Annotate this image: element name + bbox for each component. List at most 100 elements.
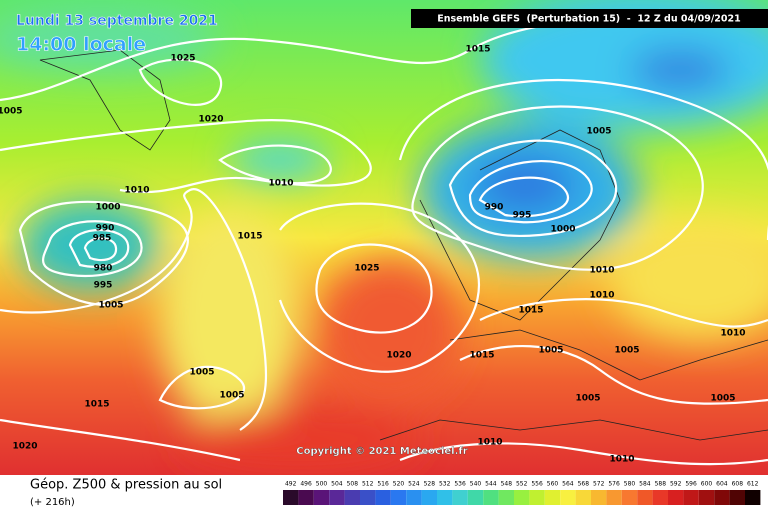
- scale-label: 496: [300, 481, 312, 488]
- isobar-label: 1005: [219, 391, 244, 401]
- isobar-label: 1020: [12, 442, 37, 452]
- scale-swatch: [529, 490, 545, 505]
- scale-label: 556: [531, 481, 543, 488]
- scale-swatch: [544, 490, 561, 505]
- scale-swatch: [514, 490, 530, 505]
- scale-label: 528: [424, 481, 436, 488]
- isobar-label: 1020: [198, 115, 223, 125]
- scale-swatch: [652, 490, 668, 505]
- scale-swatch: [729, 490, 745, 505]
- scale-swatch: [298, 490, 314, 505]
- scale-label: 608: [732, 481, 744, 488]
- scale-label: 544: [485, 481, 497, 488]
- scale-label: 604: [716, 481, 728, 488]
- isobar-label: 1005: [614, 346, 639, 356]
- isobar-label: 1015: [84, 400, 109, 410]
- scale-label: 560: [547, 481, 559, 488]
- scale-swatch: [329, 490, 345, 505]
- isobar-label: 1010: [589, 266, 614, 276]
- isobar-label: 1005: [98, 301, 123, 311]
- footer-title: Géop. Z500 & pression au sol: [30, 478, 222, 493]
- scale-label: 492: [285, 481, 297, 488]
- scale-label: 512: [362, 481, 374, 488]
- local-time: 14:00 locale: [16, 34, 146, 56]
- isobar-label: 990: [96, 224, 115, 234]
- isobar-label: 1010: [124, 186, 149, 196]
- scale-swatch: [591, 490, 607, 505]
- isobar-label: 1015: [469, 351, 494, 361]
- scale-label: 548: [501, 481, 513, 488]
- field: [0, 0, 768, 475]
- isobar-label: 1005: [538, 346, 563, 356]
- isobar-label: 1005: [575, 394, 600, 404]
- isobar-label: 1025: [170, 54, 195, 64]
- isobar-label: 1015: [518, 306, 543, 316]
- isobar-labels: 1015 1025 1005 1020 1005 1010 1010 1000 990 995 99…: [0, 45, 746, 465]
- isobar-label: 1005: [189, 368, 214, 378]
- isobar-label: 1000: [95, 203, 120, 213]
- scale-swatch: [637, 490, 653, 505]
- scale-label: 524: [408, 481, 420, 488]
- scale-label: 588: [655, 481, 667, 488]
- scale-swatch: [421, 490, 437, 505]
- scale-swatch: [375, 490, 391, 505]
- isobar-label: 1025: [354, 264, 379, 274]
- isobar-label: 1010: [720, 329, 745, 339]
- copyright: Copyright © 2021 Meteociel.fr: [296, 446, 467, 457]
- scale-label: 540: [470, 481, 482, 488]
- lead-time: (+ 216h): [30, 497, 75, 508]
- scale-swatch: [437, 490, 453, 505]
- scale-label: 576: [608, 481, 620, 488]
- scale-swatch: [467, 490, 484, 505]
- scale-swatch: [575, 490, 591, 505]
- scale-label: 536: [454, 481, 466, 488]
- scale-label: 580: [624, 481, 636, 488]
- isobar-label: 1010: [609, 455, 634, 465]
- scale-swatch: [560, 490, 576, 505]
- scale-label: 516: [377, 481, 389, 488]
- isobar-label: 1005: [586, 127, 611, 137]
- scale-swatch: [360, 490, 376, 505]
- isobar-label: 995: [513, 211, 532, 221]
- scale-label: 584: [639, 481, 651, 488]
- scale-swatch: [283, 490, 299, 505]
- scale-swatch: [621, 490, 638, 505]
- scale-label: 572: [593, 481, 605, 488]
- model-box: [411, 9, 768, 28]
- isobar-label: 1015: [465, 45, 490, 55]
- scale-swatch: [498, 490, 514, 505]
- date: Lundi 13 septembre 2021: [16, 13, 218, 29]
- isobars: [0, 8, 768, 466]
- isobar-label: 980: [94, 264, 113, 274]
- scale-label: 508: [347, 481, 359, 488]
- scale-swatch: [406, 490, 422, 505]
- scale-swatch: [313, 490, 330, 505]
- scale-swatch: [390, 490, 407, 505]
- isobar-label: 985: [93, 234, 112, 244]
- scale-label: 612: [747, 481, 759, 488]
- scale-swatch: [344, 490, 360, 505]
- isobar-label: 995: [94, 281, 113, 291]
- isobar-label: 1010: [589, 291, 614, 301]
- scale-label: 520: [393, 481, 405, 488]
- color-scale: 492 496 500 504 508 512 516 520 524 528 532 536 540 5…: [283, 481, 761, 505]
- scale-label: 568: [578, 481, 590, 488]
- isobar-label: 1015: [237, 232, 262, 242]
- scale-label: 504: [331, 481, 343, 488]
- scale-label: 500: [316, 481, 328, 488]
- isobar-label: 1000: [550, 225, 575, 235]
- scale-swatch: [683, 490, 699, 505]
- scale-label: 596: [685, 481, 697, 488]
- isobar-label: 1005: [710, 394, 735, 404]
- isobar-label: 1010: [268, 179, 293, 189]
- isobar-label: 1010: [477, 438, 502, 448]
- scale-swatch: [698, 490, 715, 505]
- isobar-label: 1020: [386, 351, 411, 361]
- scale-swatch: [606, 490, 622, 505]
- scale-swatch: [668, 490, 684, 505]
- scale-label: 592: [670, 481, 682, 488]
- scale-swatch: [452, 490, 468, 505]
- scale-label: 600: [701, 481, 713, 488]
